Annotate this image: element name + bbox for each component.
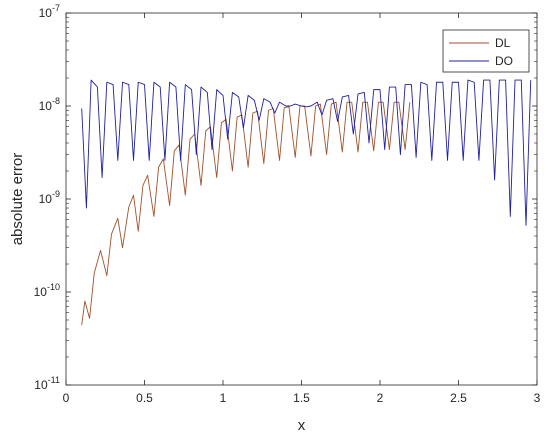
ticks-layer: 0 0.5 1 1.5 2 2.5 3 10-11 10-10 10-9 10-8 10-7 <box>34 3 541 405</box>
y-tick-label: 10-10 <box>34 282 60 299</box>
legend-label-do: DO <box>495 54 513 68</box>
series-line-do <box>81 79 532 226</box>
y-tick-label: 10-9 <box>39 189 60 206</box>
x-tick-label: 1.5 <box>293 391 310 405</box>
y-axis-label: absolute error <box>9 153 26 246</box>
legend-label-dl: DL <box>495 36 511 50</box>
y-tick-label: 10-8 <box>39 96 60 113</box>
x-tick-label: 2 <box>377 391 384 405</box>
series-line-dl <box>81 101 411 326</box>
x-tick-label: 1 <box>220 391 227 405</box>
x-tick-label: 0 <box>63 391 70 405</box>
y-tick-label: 10-11 <box>34 375 60 392</box>
legend-box <box>442 29 530 73</box>
x-tick-label: 0.5 <box>136 391 153 405</box>
y-tick-label: 10-7 <box>39 3 60 20</box>
x-tick-label: 2.5 <box>450 391 467 405</box>
x-tick-label: 3 <box>534 391 541 405</box>
series-layer <box>81 79 532 326</box>
legend[interactable]: DL DO <box>442 29 530 73</box>
x-axis-label: x <box>298 417 306 434</box>
